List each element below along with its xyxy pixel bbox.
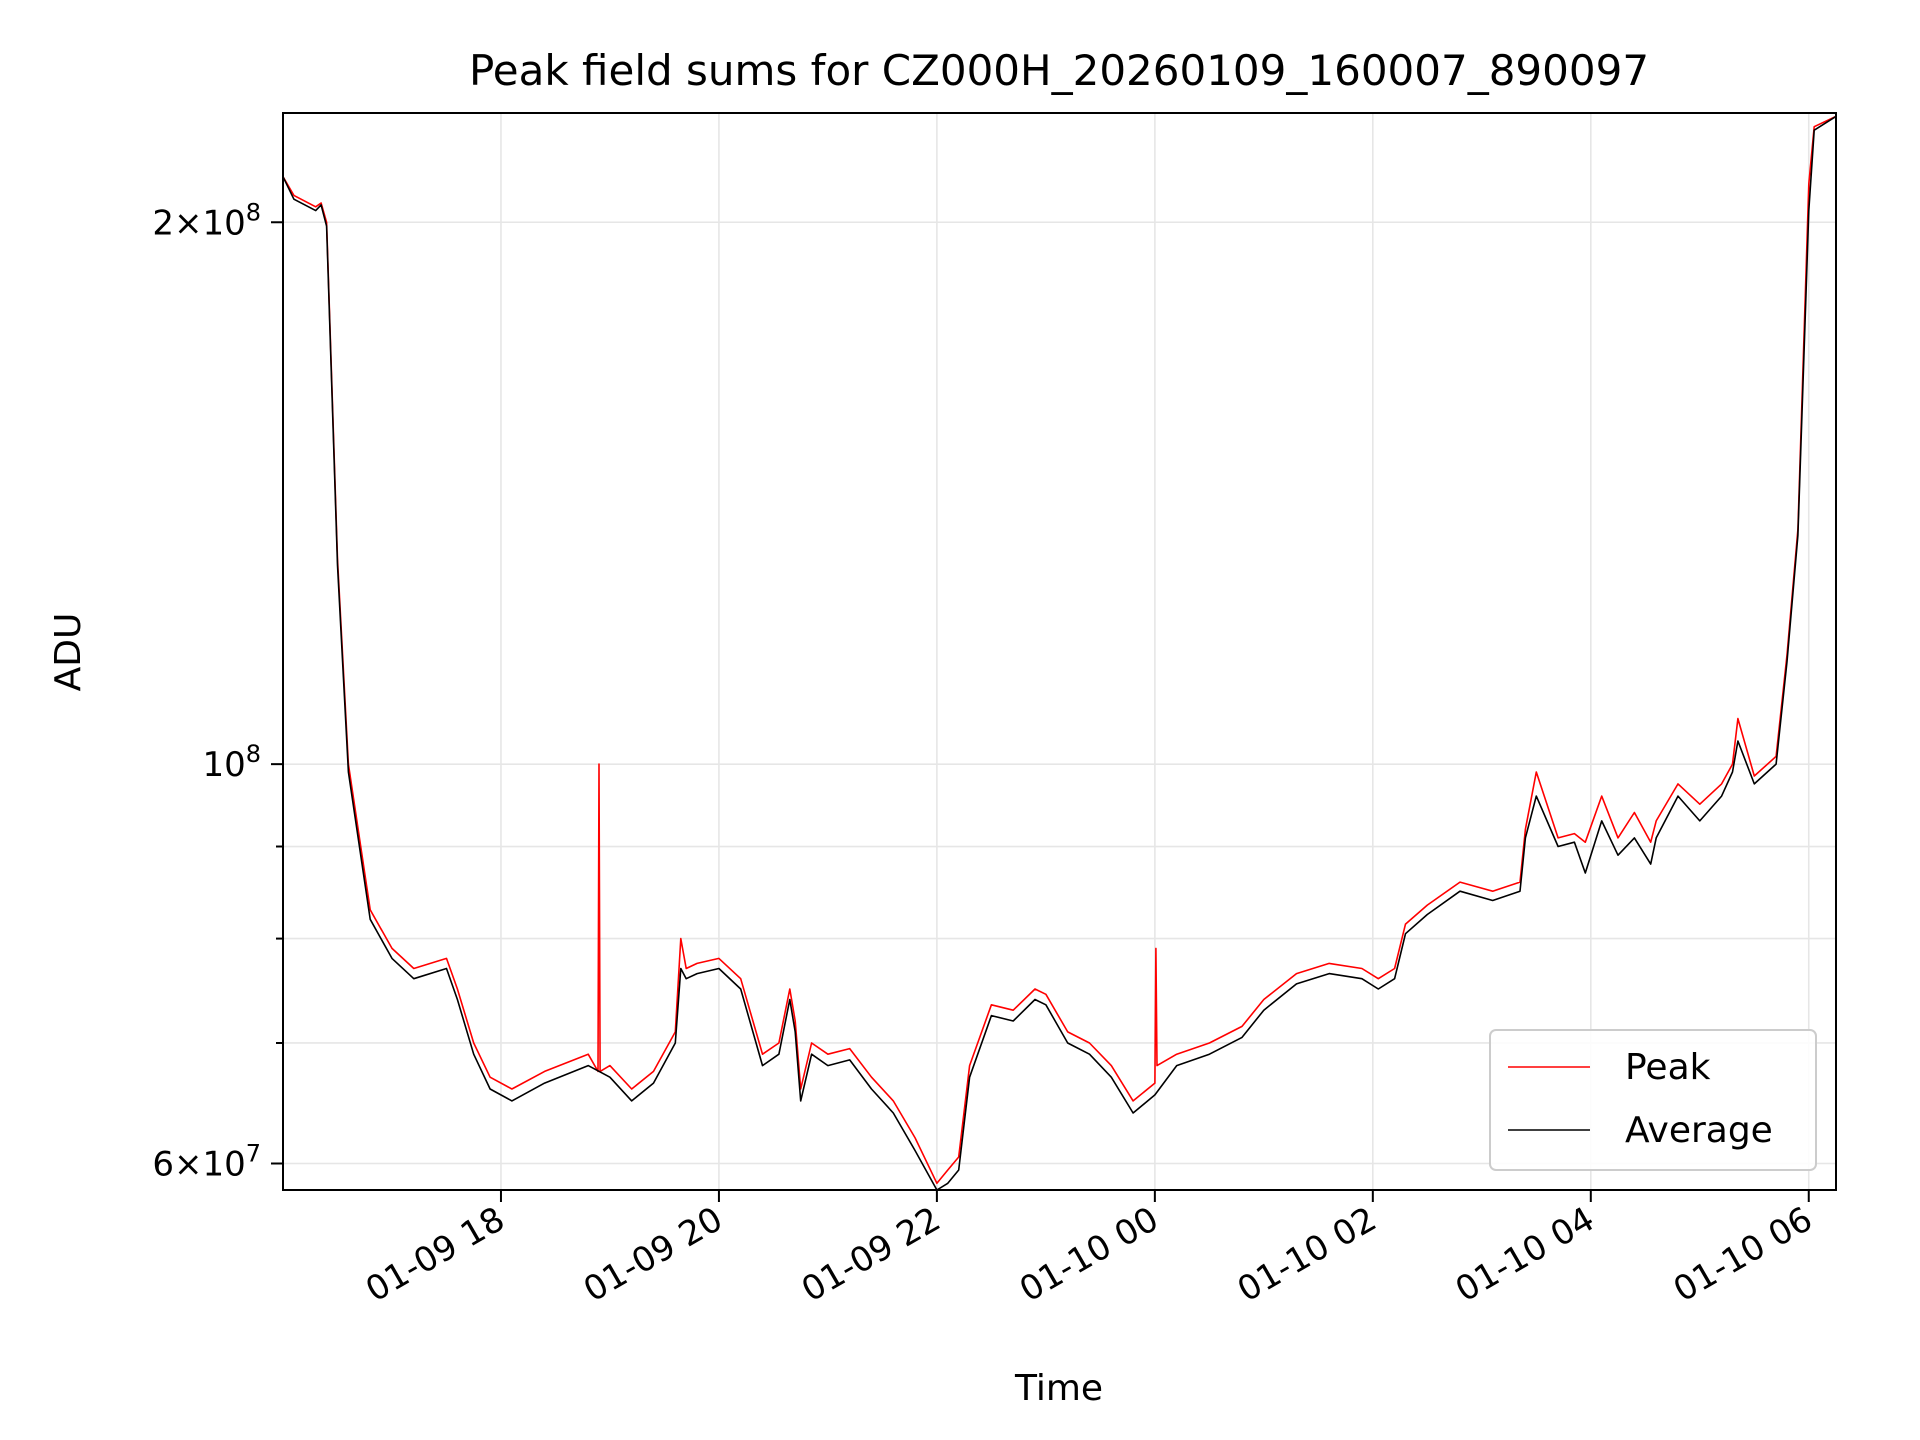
grid xyxy=(283,113,1836,1190)
series-line-average xyxy=(282,115,1837,1191)
y-axis-label: ADU xyxy=(48,613,89,692)
series-line-peak xyxy=(282,115,1837,1185)
y-tick-label: 108 xyxy=(202,740,261,785)
series-layer xyxy=(282,115,1837,1191)
legend-label-average: Average xyxy=(1625,1110,1773,1151)
plot-area-frame xyxy=(282,112,1837,1191)
chart-title: Peak field sums for CZ000H_20260109_1600… xyxy=(469,46,1649,95)
y-axis: 6×107 108 2×108 xyxy=(152,198,283,1184)
x-axis-label: Time xyxy=(1014,1368,1103,1409)
y-tick-label: 6×107 xyxy=(152,1139,261,1184)
legend-label-peak: Peak xyxy=(1625,1047,1711,1088)
y-tick-label: 2×108 xyxy=(152,198,261,243)
legend: Peak Average xyxy=(1489,1029,1817,1171)
legend-box xyxy=(1489,1029,1817,1171)
